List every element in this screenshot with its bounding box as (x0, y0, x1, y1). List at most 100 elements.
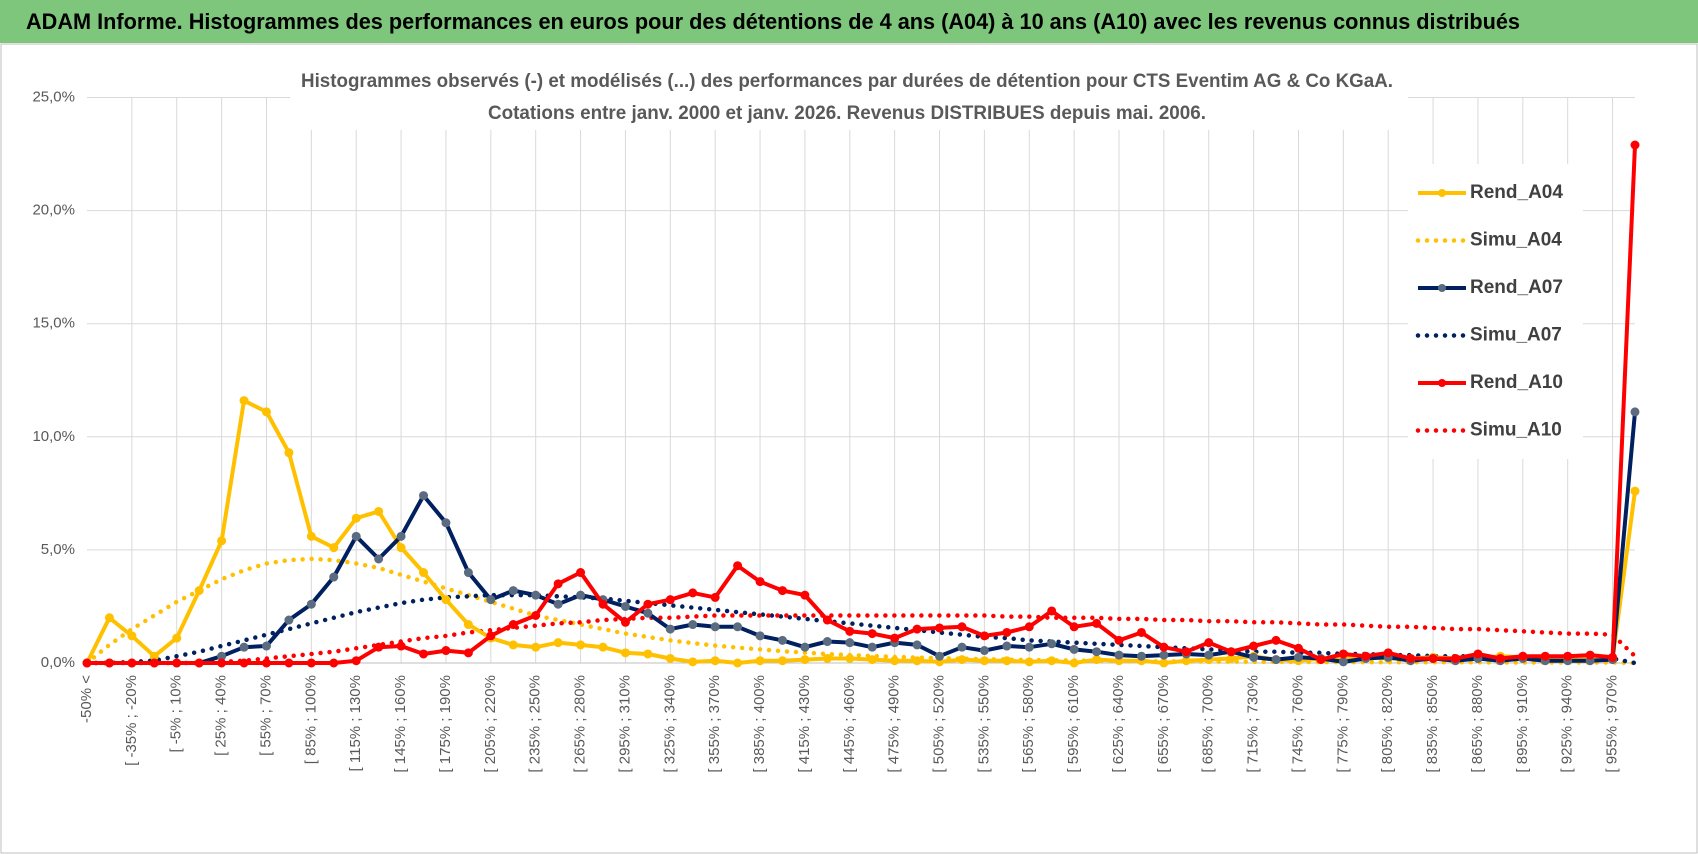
data-point (845, 626, 855, 636)
data-point (1495, 653, 1505, 663)
data-point (867, 629, 877, 639)
data-point (755, 631, 765, 641)
x-tick-label: [ 325% ; 340% (661, 675, 678, 773)
data-point (172, 658, 182, 668)
data-point (1383, 648, 1393, 658)
chart-frame (0, 43, 1698, 854)
legend-marker (1438, 284, 1446, 292)
data-point (665, 624, 675, 634)
header-title: ADAM Informe. Histogrammes des performan… (26, 9, 1520, 34)
data-point (419, 568, 429, 578)
data-point (1204, 638, 1214, 648)
data-point (1338, 657, 1348, 667)
data-point (351, 513, 361, 523)
x-tick-label: [ -35% ; -20% (123, 675, 140, 766)
x-tick-label: [ 115% ; 130% (347, 675, 364, 771)
x-tick-label: [ 205% ; 220% (482, 675, 499, 773)
data-point (127, 631, 137, 641)
data-point (306, 658, 316, 668)
data-point (777, 656, 787, 666)
data-point (912, 624, 922, 634)
data-point (688, 657, 698, 667)
data-point (104, 613, 114, 623)
data-point (1338, 649, 1348, 659)
data-point (351, 656, 361, 666)
data-point (463, 648, 473, 658)
x-tick-label: [ 835% ; 850% (1424, 675, 1441, 773)
data-point (419, 649, 429, 659)
data-point (890, 656, 900, 666)
legend-label: Simu_A04 (1470, 230, 1562, 251)
data-point (957, 622, 967, 632)
x-tick-label: [ 55% ; 70% (257, 675, 274, 756)
data-point (396, 531, 406, 541)
y-tick-label: 25,0% (32, 88, 75, 105)
data-point (1518, 651, 1528, 661)
data-point (979, 631, 989, 641)
header-bar (0, 0, 1698, 43)
data-point (1630, 407, 1640, 417)
legend-label: Simu_A10 (1470, 420, 1562, 441)
data-point (755, 656, 765, 666)
x-tick-label: [ 925% ; 940% (1559, 675, 1576, 773)
x-tick-label: [ 805% ; 820% (1379, 675, 1396, 773)
data-point (890, 633, 900, 643)
x-tick-label: [ 265% ; 280% (572, 675, 589, 773)
x-tick-label: [ 505% ; 520% (930, 675, 947, 773)
data-point (1159, 650, 1169, 660)
data-point (1069, 644, 1079, 654)
data-point (441, 518, 451, 528)
data-point (374, 642, 384, 652)
x-tick-label: [ 85% ; 100% (302, 675, 319, 764)
data-point (1092, 618, 1102, 628)
y-tick-label: 0,0% (41, 654, 75, 671)
data-point (710, 656, 720, 666)
data-point (576, 568, 586, 578)
data-point (1181, 647, 1191, 657)
data-point (441, 646, 451, 656)
data-point (1293, 652, 1303, 662)
data-point (172, 633, 182, 643)
data-point (598, 599, 608, 609)
data-point (261, 407, 271, 417)
data-point (822, 637, 832, 647)
data-point (553, 579, 563, 589)
x-tick-label: [ 535% ; 550% (975, 675, 992, 773)
data-point (351, 531, 361, 541)
data-point (755, 577, 765, 587)
x-tick-label: [ -5% ; 10% (168, 675, 185, 753)
data-point (508, 586, 518, 596)
data-point (1114, 635, 1124, 645)
data-point (845, 638, 855, 648)
data-point (1585, 650, 1595, 660)
data-point (104, 658, 114, 668)
data-point (1316, 655, 1326, 665)
legend-label: Rend_A07 (1470, 277, 1563, 298)
y-tick-label: 10,0% (32, 428, 75, 445)
legend-label: Rend_A04 (1470, 182, 1563, 203)
data-point (912, 656, 922, 666)
legend-bg (1408, 164, 1583, 459)
data-point (553, 599, 563, 609)
data-point (665, 595, 675, 605)
data-point (239, 642, 249, 652)
data-point (1092, 647, 1102, 657)
data-point (261, 641, 271, 651)
x-tick-label: [ 595% ; 610% (1065, 675, 1082, 773)
data-point (1047, 606, 1057, 616)
data-point (1136, 627, 1146, 637)
data-point (284, 658, 294, 668)
data-point (576, 590, 586, 600)
data-point (553, 638, 563, 648)
data-point (935, 623, 945, 633)
data-point (800, 642, 810, 652)
data-point (374, 554, 384, 564)
data-point (1226, 647, 1236, 657)
data-point (82, 658, 92, 668)
data-point (441, 595, 451, 605)
data-point (419, 491, 429, 501)
data-point (1159, 642, 1169, 652)
data-point (329, 572, 339, 582)
data-point (1249, 641, 1259, 651)
data-point (329, 658, 339, 668)
